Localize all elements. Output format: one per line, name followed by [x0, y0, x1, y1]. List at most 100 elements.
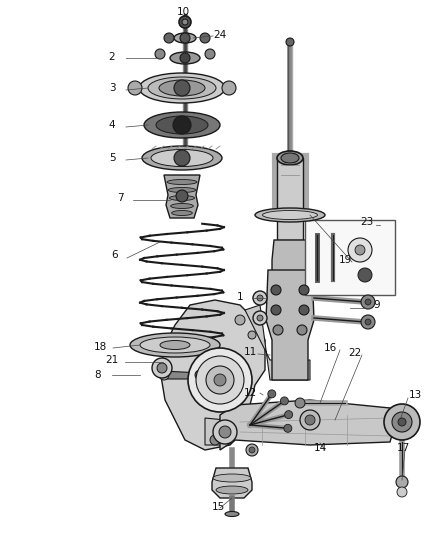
Circle shape [271, 285, 281, 295]
Circle shape [174, 150, 190, 166]
Polygon shape [266, 270, 314, 380]
Ellipse shape [140, 337, 210, 353]
Circle shape [249, 447, 255, 453]
Circle shape [210, 435, 220, 445]
Ellipse shape [142, 146, 222, 170]
Text: 18: 18 [93, 342, 106, 352]
Ellipse shape [170, 196, 194, 200]
Text: 10: 10 [177, 7, 190, 17]
Circle shape [268, 390, 276, 398]
Circle shape [384, 404, 420, 440]
Circle shape [295, 398, 305, 408]
Text: 2: 2 [109, 52, 115, 62]
Text: 13: 13 [408, 390, 422, 400]
Ellipse shape [281, 153, 299, 163]
Circle shape [179, 16, 191, 28]
Circle shape [355, 245, 365, 255]
Ellipse shape [160, 341, 190, 350]
Ellipse shape [156, 116, 208, 134]
Ellipse shape [225, 512, 239, 516]
Circle shape [235, 315, 245, 325]
Circle shape [284, 424, 292, 432]
Circle shape [253, 311, 267, 325]
Polygon shape [162, 371, 202, 379]
Polygon shape [277, 158, 303, 240]
Circle shape [219, 426, 231, 438]
Ellipse shape [262, 211, 318, 220]
Text: 21: 21 [106, 355, 119, 365]
Circle shape [299, 285, 309, 295]
Circle shape [286, 38, 294, 46]
Circle shape [361, 295, 375, 309]
Ellipse shape [144, 112, 220, 138]
Polygon shape [272, 240, 308, 310]
Text: 15: 15 [212, 502, 225, 512]
Circle shape [128, 81, 142, 95]
Ellipse shape [174, 33, 196, 43]
Circle shape [214, 374, 226, 386]
Circle shape [206, 366, 234, 394]
Ellipse shape [139, 73, 225, 103]
Circle shape [297, 325, 307, 335]
Circle shape [200, 33, 210, 43]
Ellipse shape [168, 188, 196, 192]
Circle shape [182, 19, 188, 25]
Circle shape [299, 305, 309, 315]
Circle shape [173, 116, 191, 134]
Circle shape [159, 370, 169, 380]
Circle shape [257, 295, 263, 301]
Circle shape [300, 410, 320, 430]
Text: 24: 24 [213, 30, 226, 40]
Circle shape [253, 291, 267, 305]
Circle shape [180, 33, 190, 43]
Circle shape [285, 410, 293, 418]
Ellipse shape [151, 149, 213, 166]
Text: 14: 14 [313, 443, 327, 453]
Text: 6: 6 [112, 250, 118, 260]
Circle shape [155, 49, 165, 59]
Text: 5: 5 [109, 153, 115, 163]
Circle shape [358, 268, 372, 282]
Circle shape [174, 80, 190, 96]
Circle shape [188, 348, 252, 412]
Text: 1: 1 [237, 292, 244, 302]
Text: 11: 11 [244, 347, 257, 357]
Polygon shape [220, 400, 395, 450]
Circle shape [273, 325, 283, 335]
Ellipse shape [213, 474, 251, 482]
Circle shape [205, 49, 215, 59]
Text: 22: 22 [348, 348, 362, 358]
Ellipse shape [277, 151, 303, 165]
Circle shape [398, 418, 406, 426]
Circle shape [157, 363, 167, 373]
Circle shape [280, 397, 288, 405]
Circle shape [164, 33, 174, 43]
Circle shape [392, 412, 412, 432]
Ellipse shape [255, 208, 325, 222]
Circle shape [196, 356, 244, 404]
Text: 4: 4 [109, 120, 115, 130]
Text: 12: 12 [244, 388, 257, 398]
Text: 9: 9 [374, 300, 380, 310]
Polygon shape [160, 300, 265, 450]
Circle shape [246, 444, 258, 456]
Circle shape [180, 53, 190, 63]
Circle shape [195, 370, 205, 380]
Polygon shape [205, 418, 230, 445]
Circle shape [305, 415, 315, 425]
Circle shape [152, 358, 172, 378]
Text: 8: 8 [95, 370, 101, 380]
Circle shape [248, 331, 256, 339]
Ellipse shape [170, 52, 200, 64]
Circle shape [213, 420, 237, 444]
Text: 3: 3 [109, 83, 115, 93]
Circle shape [271, 305, 281, 315]
Circle shape [222, 81, 236, 95]
Ellipse shape [130, 333, 220, 357]
Circle shape [397, 487, 407, 497]
Circle shape [348, 238, 372, 262]
Polygon shape [212, 468, 252, 498]
Circle shape [257, 315, 263, 321]
Ellipse shape [167, 180, 197, 184]
Ellipse shape [216, 486, 248, 494]
